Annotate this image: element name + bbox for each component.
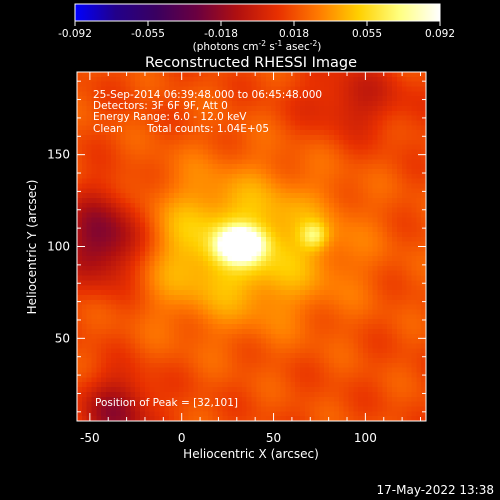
colorbar-tick-label: 0.092 [425, 28, 455, 40]
y-axis-label: Heliocentric Y (arcsec) [25, 180, 39, 315]
annotation-energy: Energy Range: 6.0 - 12.0 keV [93, 111, 247, 123]
chart-title: Reconstructed RHESSI Image [145, 55, 357, 71]
colorbar-label: (photons cm-2 s-1 asec-2) [193, 39, 322, 53]
colorbar-tick-label: -0.092 [58, 28, 92, 40]
colorbar-ticks: -0.092 -0.055 -0.018 0.018 0.055 0.092 [58, 21, 455, 40]
timestamp: 17-May-2022 13:38 [377, 483, 494, 497]
colorbar-tick-label: -0.018 [204, 28, 238, 40]
x-axis-label: Heliocentric X (arcsec) [183, 447, 319, 461]
heatmap-image [77, 72, 426, 421]
colorbar-tick-label: 0.018 [279, 28, 309, 40]
annotation-detectors: Detectors: 3F 6F 9F, Att 0 [93, 100, 228, 112]
axis-ticks [77, 72, 426, 421]
colorbar-tick-label: 0.055 [352, 28, 382, 40]
x-tick-label: 0 [178, 431, 186, 445]
colorbar-tick-label: -0.055 [131, 28, 165, 40]
axis-tick-labels: -50 0 50 100 50 100 150 [47, 148, 377, 445]
y-tick-label: 150 [47, 148, 70, 162]
y-tick-label: 100 [47, 240, 70, 254]
annotation-counts: Total counts: 1.04E+05 [146, 123, 269, 135]
annotation-time-range: 25-Sep-2014 06:39:48.000 to 06:45:48.000 [93, 89, 322, 101]
x-tick-label: -50 [80, 431, 100, 445]
colorbar [74, 3, 441, 22]
x-tick-label: 50 [266, 431, 281, 445]
annotation-method: Clean [93, 123, 123, 135]
annotations: 25-Sep-2014 06:39:48.000 to 06:45:48.000… [93, 89, 322, 409]
y-tick-label: 50 [55, 331, 70, 345]
annotation-peak: Position of Peak = [32,101] [95, 397, 238, 409]
x-tick-label: 100 [354, 431, 377, 445]
